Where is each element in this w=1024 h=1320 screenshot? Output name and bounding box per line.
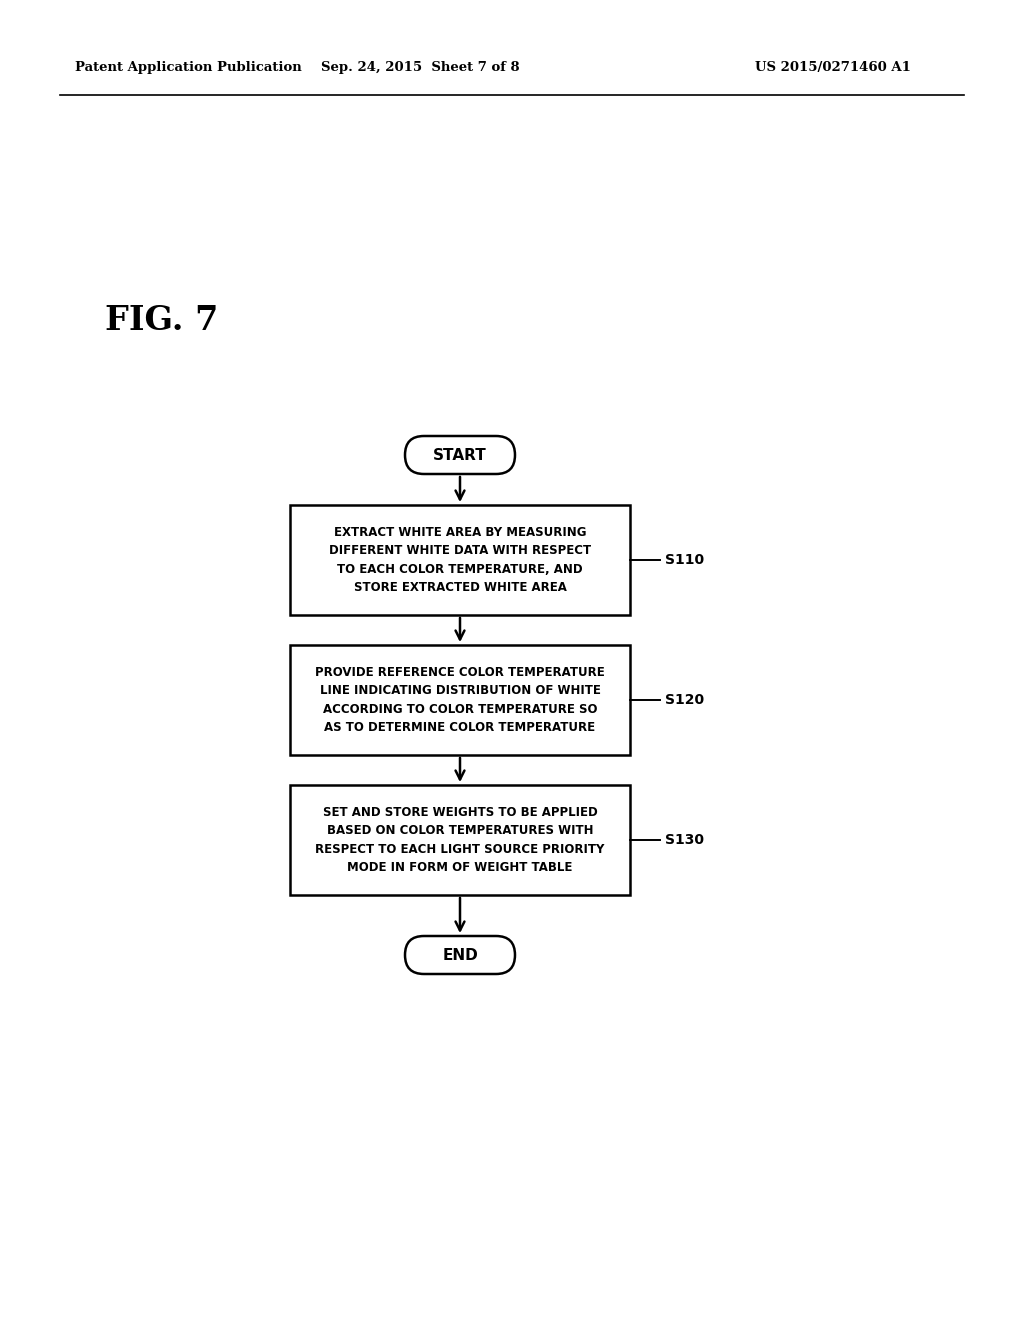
Text: FIG. 7: FIG. 7 [105, 304, 218, 337]
Text: Sep. 24, 2015  Sheet 7 of 8: Sep. 24, 2015 Sheet 7 of 8 [321, 62, 519, 74]
Text: Patent Application Publication: Patent Application Publication [75, 62, 302, 74]
Text: US 2015/0271460 A1: US 2015/0271460 A1 [755, 62, 911, 74]
Text: S120: S120 [665, 693, 705, 708]
FancyBboxPatch shape [406, 436, 515, 474]
Text: SET AND STORE WEIGHTS TO BE APPLIED
BASED ON COLOR TEMPERATURES WITH
RESPECT TO : SET AND STORE WEIGHTS TO BE APPLIED BASE… [315, 805, 605, 874]
FancyBboxPatch shape [290, 785, 630, 895]
FancyBboxPatch shape [406, 936, 515, 974]
Text: PROVIDE REFERENCE COLOR TEMPERATURE
LINE INDICATING DISTRIBUTION OF WHITE
ACCORD: PROVIDE REFERENCE COLOR TEMPERATURE LINE… [315, 665, 605, 734]
Text: S130: S130 [665, 833, 705, 847]
FancyBboxPatch shape [290, 506, 630, 615]
Text: END: END [442, 948, 478, 962]
FancyBboxPatch shape [290, 645, 630, 755]
Text: EXTRACT WHITE AREA BY MEASURING
DIFFERENT WHITE DATA WITH RESPECT
TO EACH COLOR : EXTRACT WHITE AREA BY MEASURING DIFFEREN… [329, 525, 591, 594]
Text: S110: S110 [665, 553, 705, 568]
Text: START: START [433, 447, 486, 462]
